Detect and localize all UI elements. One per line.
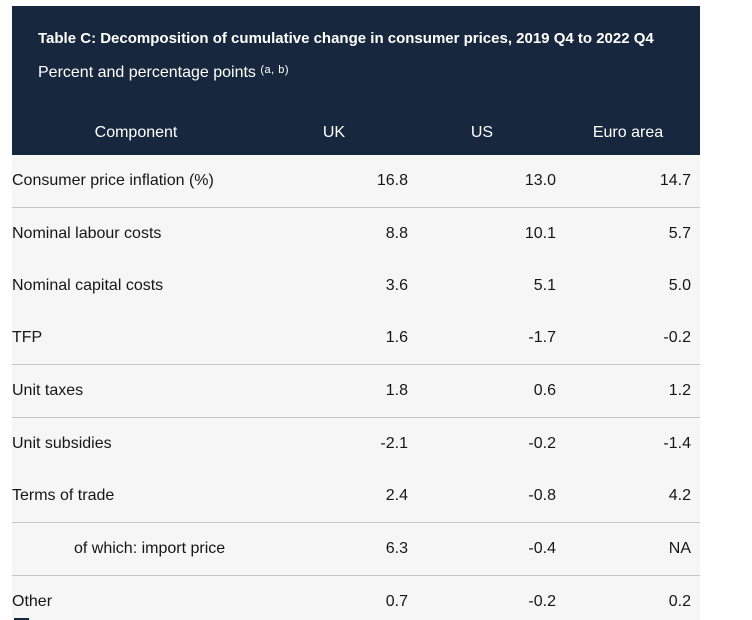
value-cell-uk: 1.6 xyxy=(260,312,408,365)
value-cell-euro-area: 1.2 xyxy=(556,364,700,418)
value-cell-uk: 2.4 xyxy=(260,470,408,523)
value-cell-uk: -2.1 xyxy=(380,435,408,452)
component-cell: Consumer price inflation (%) xyxy=(12,155,260,208)
value-cell-uk: 6.3 xyxy=(260,522,408,576)
value-cell-us: 0.6 xyxy=(408,364,556,418)
footnote-markers: (a, b) xyxy=(260,64,290,76)
component-cell: Nominal labour costs xyxy=(12,225,162,242)
value-cell-euro-area: 5.0 xyxy=(668,277,691,294)
value-cell-us: -0.4 xyxy=(408,522,556,576)
value-cell-uk: 8.8 xyxy=(385,225,408,242)
data-table: Consumer price inflation (%) 16.8 13.0 1… xyxy=(12,155,700,620)
component-cell: Terms of trade xyxy=(12,470,260,523)
column-header-us: US xyxy=(470,124,494,141)
table-row: Consumer price inflation (%) 16.8 13.0 1… xyxy=(12,155,700,208)
table-header-text: Table C: Decomposition of cumulative cha… xyxy=(12,6,700,84)
value-cell-us: 13.0 xyxy=(408,155,556,208)
table-subtitle-text: Percent and percentage points xyxy=(38,64,256,81)
component-cell: Unit taxes xyxy=(12,364,260,418)
table-row: Terms of trade 2.4 -0.8 4.2 xyxy=(12,470,700,523)
value-cell-euro-area: -0.2 xyxy=(556,312,700,365)
table-title: Table C: Decomposition of cumulative cha… xyxy=(38,30,654,47)
column-header-euro-area: Euro area xyxy=(592,124,664,141)
value-cell-uk: 16.8 xyxy=(260,155,408,208)
value-cell-uk: 3.6 xyxy=(385,277,408,294)
component-cell: Other xyxy=(12,593,53,610)
value-cell-us: -0.2 xyxy=(528,593,556,610)
table-row: Nominal labour costs 8.8 10.1 5.7 xyxy=(12,208,700,261)
value-cell-euro-area: 4.2 xyxy=(556,470,700,523)
component-cell: TFP xyxy=(12,312,260,365)
value-cell-us: 10.1 xyxy=(524,225,556,242)
value-cell-us: -1.7 xyxy=(408,312,556,365)
table-row: Unit subsidies -2.1 -0.2 -1.4 xyxy=(12,418,700,471)
column-header-row: Component UK US Euro area xyxy=(12,123,700,143)
value-cell-euro-area: 14.7 xyxy=(556,155,700,208)
value-cell-euro-area: -1.4 xyxy=(663,435,691,452)
table-subtitle: Percent and percentage points (a, b) xyxy=(38,59,674,84)
table-card: Table C: Decomposition of cumulative cha… xyxy=(12,6,700,620)
value-cell-euro-area: 5.7 xyxy=(668,225,691,242)
component-cell: of which: import price xyxy=(12,522,260,576)
value-cell-uk: 1.8 xyxy=(260,364,408,418)
table-row: Nominal capital costs 3.6 5.1 5.0 xyxy=(12,260,700,312)
value-cell-euro-area: 0.2 xyxy=(668,593,691,610)
cropped-footnote-block-edge xyxy=(14,618,29,620)
table-header: Table C: Decomposition of cumulative cha… xyxy=(12,6,700,155)
component-cell: Nominal capital costs xyxy=(12,277,164,294)
column-header-uk: UK xyxy=(322,124,346,141)
value-cell-us: -0.8 xyxy=(408,470,556,523)
component-cell: Unit subsidies xyxy=(12,435,112,452)
value-cell-us: 5.1 xyxy=(533,277,556,294)
table-row: Other 0.7 -0.2 0.2 xyxy=(12,576,700,620)
table-row: Unit taxes 1.8 0.6 1.2 xyxy=(12,364,700,418)
table-row: TFP 1.6 -1.7 -0.2 xyxy=(12,312,700,365)
value-cell-us: -0.2 xyxy=(528,435,556,452)
value-cell-uk: 0.7 xyxy=(385,593,408,610)
column-header-component: Component xyxy=(94,124,178,141)
value-cell-euro-area: NA xyxy=(556,522,700,576)
table-row-subitem: of which: import price 6.3 -0.4 NA xyxy=(12,522,700,576)
